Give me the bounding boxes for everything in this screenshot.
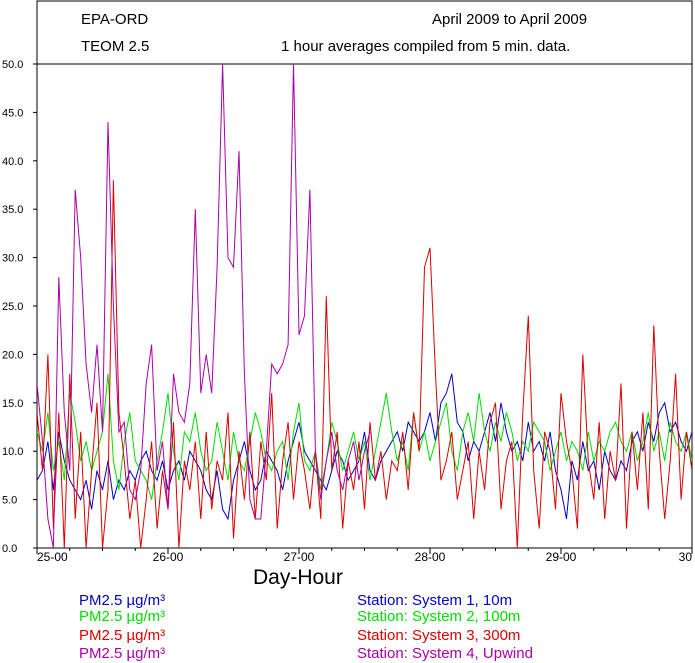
y-tick-label: 50.0	[2, 59, 23, 71]
series-line-system-3	[37, 180, 692, 548]
legend-param-2: PM2.5 µg/m³	[79, 608, 166, 625]
y-tick-label: 30.0	[2, 253, 23, 265]
y-tick-label: 35.0	[2, 204, 23, 216]
series-line-system-4	[37, 64, 371, 548]
y-tick-label: 25.0	[2, 301, 23, 313]
legend-station-4: Station: System 4, Upwind	[357, 645, 533, 662]
y-tick-label: 5.0	[2, 495, 17, 507]
legend-station-2: Station: System 2, 100m	[357, 608, 521, 625]
x-tick-label: 27-00	[284, 550, 315, 564]
y-tick-label: 15.0	[2, 398, 23, 410]
header-period: April 2009 to April 2009	[432, 11, 588, 28]
x-tick-label: 25-00	[37, 550, 68, 564]
legend-param-1: PM2.5 µg/m³	[79, 592, 166, 609]
y-tick-label: 45.0	[2, 107, 23, 119]
header-instrument: TEOM 2.5	[81, 38, 150, 55]
x-tick-label: 28-00	[415, 550, 446, 564]
x-axis-title: Day-Hour	[253, 566, 343, 589]
legend-param-3: PM2.5 µg/m³	[79, 627, 166, 644]
y-tick-label: 20.0	[2, 349, 23, 361]
legend-param-4: PM2.5 µg/m³	[79, 645, 166, 662]
y-tick-label: 0.0	[2, 543, 17, 555]
legend-station-3: Station: System 3, 300m	[357, 627, 521, 644]
chart-frame	[36, 0, 693, 549]
header-org: EPA-ORD	[81, 11, 149, 28]
x-tick-label: 30	[679, 550, 693, 564]
x-tick-label: 26-00	[153, 550, 184, 564]
y-tick-label: 40.0	[2, 156, 23, 168]
x-tick-label: 29-00	[546, 550, 577, 564]
legend-station-1: Station: System 1, 10m	[357, 592, 513, 609]
y-tick-label: 10.0	[2, 446, 23, 458]
header-note: 1 hour averages compiled from 5 min. dat…	[281, 38, 571, 55]
